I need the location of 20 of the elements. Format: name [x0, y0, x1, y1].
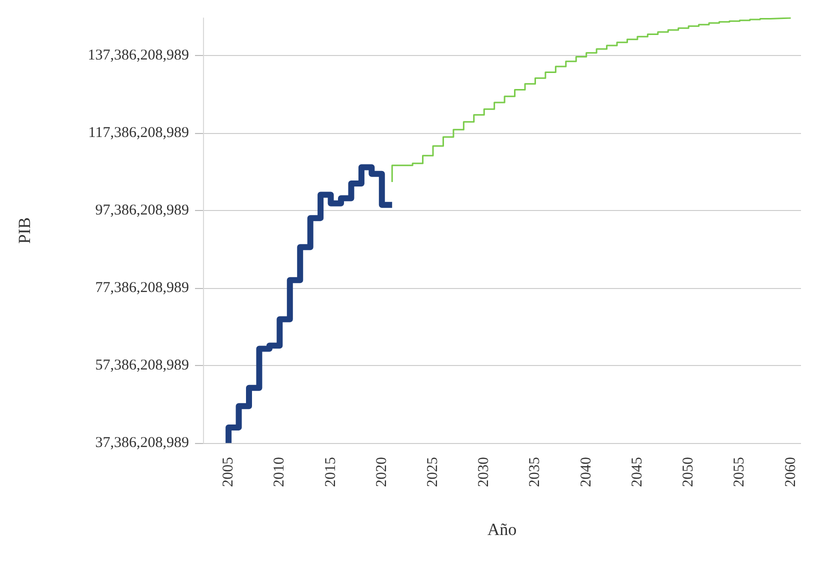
- x-tick-label: 2055: [732, 457, 748, 487]
- y-tick-label: 117,386,208,989: [88, 124, 189, 141]
- y-tick-label: 137,386,208,989: [88, 47, 189, 64]
- x-tick-label: 2050: [680, 457, 697, 487]
- y-tick-label: 57,386,208,989: [95, 357, 189, 374]
- x-tick-label: 2020: [374, 457, 390, 487]
- x-tick-label: 2040: [578, 457, 594, 487]
- y-tick-label: 77,386,208,989: [95, 280, 189, 296]
- x-tick-label: 2010: [272, 457, 288, 487]
- x-tick-label: 2035: [527, 457, 544, 487]
- x-tick-label: 2030: [476, 457, 492, 487]
- x-tick-label: 2005: [220, 457, 237, 487]
- y-tick-label: 37,386,208,989: [95, 435, 189, 451]
- x-tick-label: 2025: [425, 457, 441, 487]
- x-tick-label: 2045: [629, 457, 646, 487]
- x-tick-label: 2015: [322, 457, 339, 487]
- y-tick-label: 97,386,208,989: [95, 202, 189, 218]
- x-tick-label: 2060: [782, 457, 799, 487]
- y-axis-title: PIB: [15, 217, 34, 244]
- x-axis-title: Año: [487, 520, 517, 539]
